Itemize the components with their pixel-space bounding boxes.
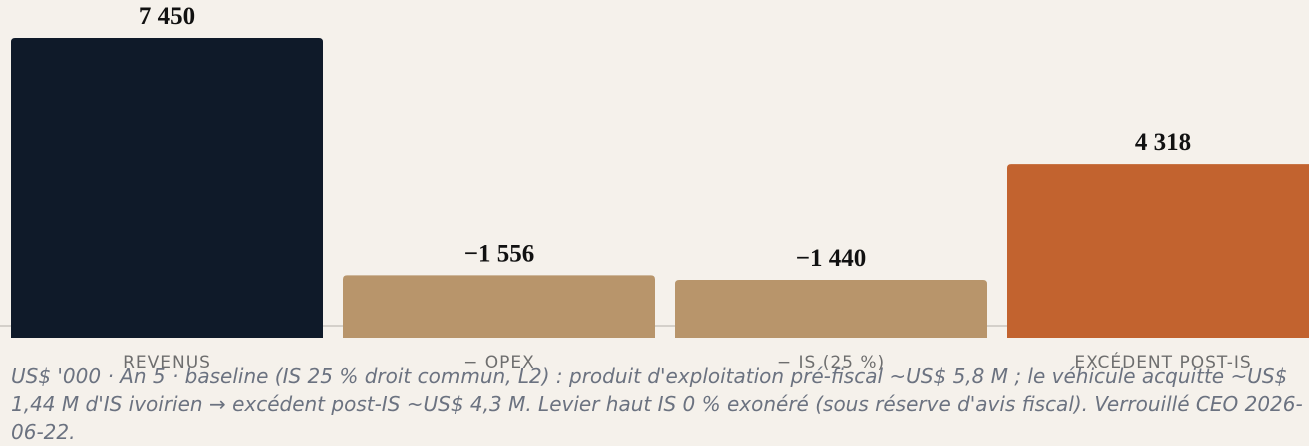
value-label: 7 450 [139,3,195,30]
category-label: REVENUS [123,353,211,373]
category-label: − IS (25 %) [777,353,885,373]
bar [675,280,987,338]
bar [11,38,323,338]
value-label: 4 318 [1135,129,1191,156]
bar [343,275,655,338]
bar [1007,164,1309,338]
category-label: − OPEX [463,353,535,373]
caption: US$ '000 · An 5 · baseline (IS 25 % droi… [11,364,1303,444]
value-label: −1 556 [464,240,535,267]
category-label: EXCÉDENT POST-IS [1074,351,1251,373]
value-label: −1 440 [796,245,867,272]
